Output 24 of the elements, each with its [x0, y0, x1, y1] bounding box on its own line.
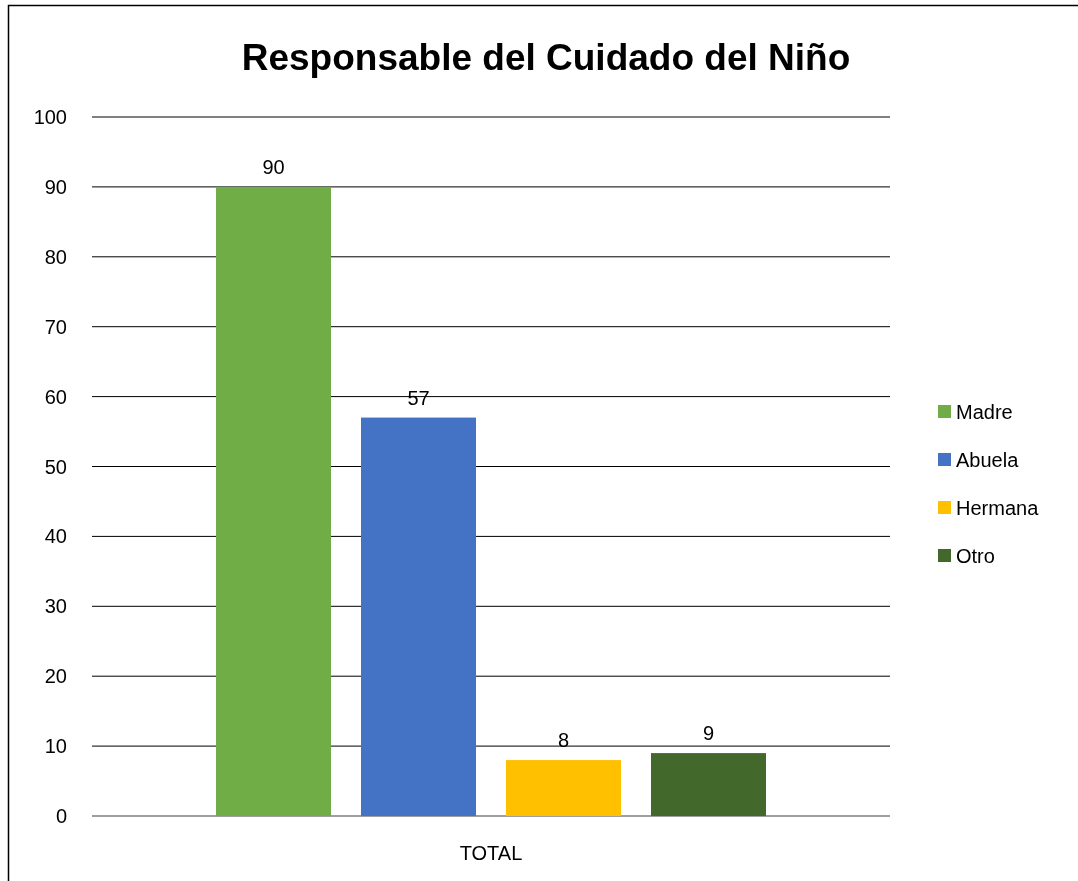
chart-title: Responsable del Cuidado del Niño [241, 37, 851, 78]
y-tick-label: 100 [33, 106, 67, 128]
y-tick-label: 0 [55, 805, 67, 827]
y-tick-label: 70 [44, 315, 67, 338]
data-label: 8 [557, 729, 570, 752]
legend-label: Madre [956, 401, 1013, 423]
y-tick-label: 10 [44, 735, 67, 758]
bar [651, 753, 766, 816]
y-tick-label: 50 [44, 455, 67, 478]
legend-label: Otro [956, 545, 995, 567]
data-label: 90 [262, 155, 285, 178]
y-tick-label: 30 [44, 595, 67, 618]
legend-label: Hermana [956, 497, 1040, 519]
y-tick-label: 40 [44, 525, 67, 548]
bar [506, 760, 621, 816]
bar [361, 417, 476, 816]
bar [216, 186, 331, 816]
y-tick-label: 20 [44, 665, 67, 688]
legend-label: Abuela [956, 449, 1020, 471]
y-tick-label: 60 [44, 385, 67, 408]
x-tick-label: TOTAL [459, 842, 523, 864]
data-label: 9 [702, 722, 715, 745]
y-tick-label: 80 [44, 245, 67, 268]
y-tick-label: 90 [44, 175, 67, 198]
